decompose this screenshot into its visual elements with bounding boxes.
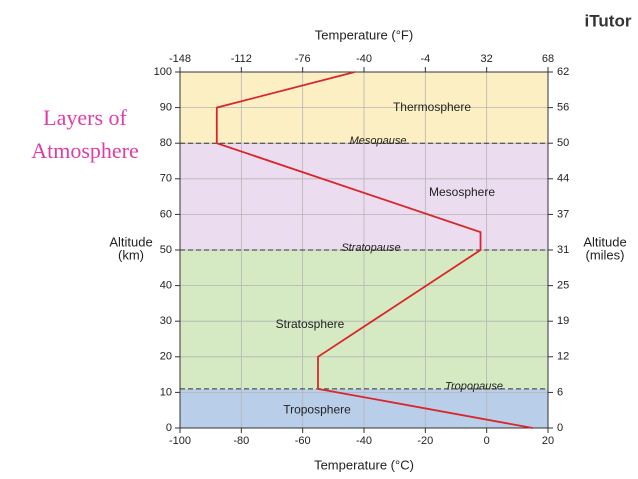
y2-axis-title: (miles) xyxy=(586,247,625,262)
y2-tick-label: 0 xyxy=(557,422,563,434)
y2-tick-label: 50 xyxy=(557,137,569,149)
side-title: Atmosphere xyxy=(31,138,139,163)
x2-tick-label: -4 xyxy=(420,53,430,65)
x2-tick-label: 68 xyxy=(542,53,554,65)
y-axis-title: (km) xyxy=(118,247,144,262)
y-tick-label: 10 xyxy=(160,386,172,398)
x2-axis-title: Temperature (°F) xyxy=(315,27,413,42)
logo: iTutor xyxy=(585,11,632,30)
x2-tick-label: 32 xyxy=(481,53,493,65)
y-tick-label: 80 xyxy=(160,137,172,149)
y2-tick-label: 37 xyxy=(557,208,569,220)
y2-tick-label: 62 xyxy=(557,66,569,78)
x-axis-title: Temperature (°C) xyxy=(314,457,414,472)
y-axis-title: Altitude xyxy=(109,234,152,249)
layer-label: Thermosphere xyxy=(393,100,471,114)
y-tick-label: 60 xyxy=(160,208,172,220)
y-tick-label: 90 xyxy=(160,102,172,114)
y-tick-label: 100 xyxy=(154,66,172,78)
y2-tick-label: 12 xyxy=(557,351,569,363)
layer-label: Stratosphere xyxy=(276,317,345,331)
x-tick-label: -40 xyxy=(356,435,372,447)
x2-tick-label: -112 xyxy=(231,53,252,65)
x-tick-label: 20 xyxy=(542,435,554,447)
y2-tick-label: 6 xyxy=(557,386,563,398)
x-tick-label: -100 xyxy=(169,435,191,447)
y2-tick-label: 25 xyxy=(557,280,569,292)
layer-label: Troposphere xyxy=(283,402,351,416)
y2-tick-label: 31 xyxy=(557,244,569,256)
side-title: Layers of xyxy=(43,105,127,130)
y-tick-label: 50 xyxy=(160,244,172,256)
boundary-label: Tropopause xyxy=(445,381,503,393)
y2-axis-title: Altitude xyxy=(583,234,626,249)
y2-tick-label: 44 xyxy=(557,173,569,185)
boundary-label: Stratopause xyxy=(341,242,400,254)
boundary-label: Mesopause xyxy=(350,135,407,147)
x-tick-label: -60 xyxy=(295,435,311,447)
x-tick-label: 0 xyxy=(484,435,490,447)
x2-tick-label: -40 xyxy=(356,53,372,65)
y-tick-label: 40 xyxy=(160,280,172,292)
temperature-line xyxy=(215,71,533,429)
layer-label: Mesosphere xyxy=(429,185,495,199)
x-tick-label: -80 xyxy=(233,435,249,447)
y-tick-label: 20 xyxy=(160,351,172,363)
y2-tick-label: 19 xyxy=(557,315,569,327)
x2-tick-label: -148 xyxy=(169,53,191,65)
y-tick-label: 0 xyxy=(166,422,172,434)
x2-tick-label: -76 xyxy=(295,53,311,65)
y2-tick-label: 56 xyxy=(557,102,569,114)
y-tick-label: 30 xyxy=(160,315,172,327)
x-tick-label: -20 xyxy=(417,435,433,447)
y-tick-label: 70 xyxy=(160,173,172,185)
